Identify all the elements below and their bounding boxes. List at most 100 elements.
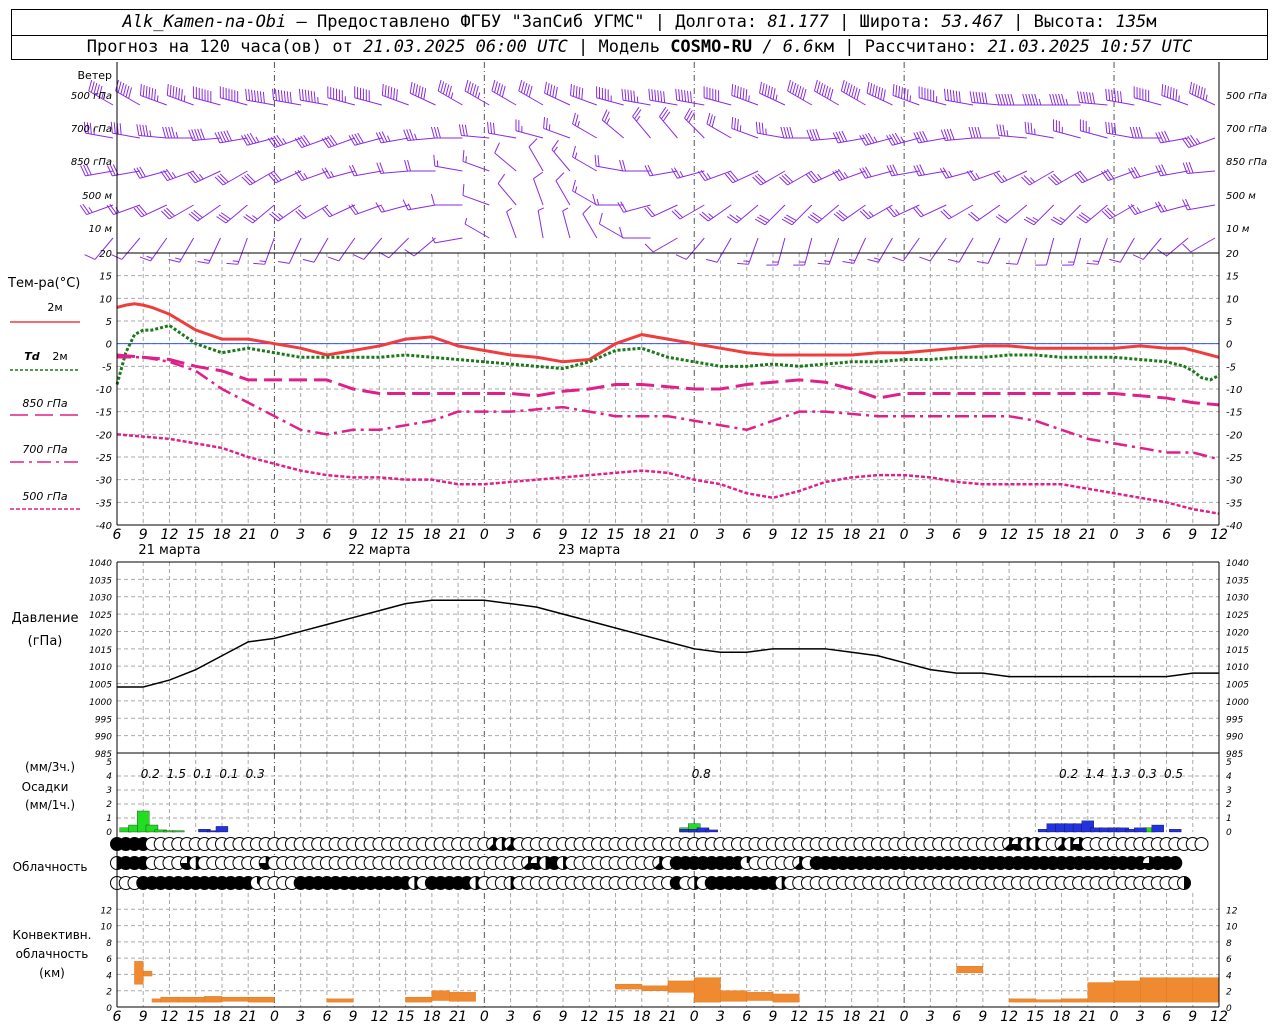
precip-bars [119, 810, 1182, 833]
wind-barb [1106, 132, 1135, 139]
wind-barb [760, 170, 786, 186]
precip-total: 0.1 [193, 767, 212, 781]
wind-barb-feather [216, 216, 227, 224]
wind-barb-feather [148, 87, 151, 99]
convective-bar [1192, 977, 1220, 1003]
wind-barb-feather [996, 124, 1000, 136]
wind-barb [572, 156, 598, 172]
wind-barb [112, 132, 140, 139]
wind-barb-feather [381, 84, 384, 96]
wind-barb-feather [675, 254, 687, 260]
wind-barb-feather [786, 214, 797, 221]
wind-barb-feather [574, 114, 579, 126]
wind-barb-feather [869, 83, 873, 95]
wind-barb [570, 94, 597, 106]
wind-barb [354, 170, 382, 177]
conv-x-tick: 0 [900, 1009, 909, 1024]
wind-barb-feather [128, 87, 133, 99]
pres-y-tick-right: 1010 [1226, 663, 1249, 673]
wind-barb-half-feather [232, 260, 239, 262]
precip-units-1h: (мм/1ч.) [25, 798, 75, 812]
wind-barb-feather [462, 150, 465, 162]
lon-value: 81.177 [767, 12, 829, 32]
wind-barb-feather [1086, 262, 1098, 265]
lon-label: Долгота: [675, 12, 758, 32]
wind-barb-feather [276, 134, 284, 145]
convective-bar [746, 992, 774, 1001]
temp-x-tick: 15 [1026, 527, 1044, 543]
wind-barb-feather [1182, 199, 1188, 211]
wind-barb-feather [274, 89, 278, 101]
wind-barb-feather [348, 135, 356, 146]
convective-bar [134, 961, 144, 985]
wind-barb-feather [145, 125, 149, 137]
wind-barb-feather [406, 129, 412, 141]
wind-barb [121, 237, 141, 260]
wind-barb-feather [829, 88, 834, 101]
conv-x-tick: 15 [187, 1009, 205, 1024]
conv-x-tick: 3 [716, 1009, 725, 1024]
wind-barb-feather [1129, 126, 1134, 139]
wind-barb [1160, 204, 1189, 213]
wind-barb-feather [856, 88, 861, 101]
header-box: Alk_Kamen-na-Obi — Предоставлено ФГБУ "З… [11, 9, 1268, 60]
wind-barb-feather [200, 128, 206, 140]
wind-barb [264, 237, 275, 265]
wind-barb [919, 97, 947, 106]
pres-y-tick-left: 1030 [89, 594, 112, 604]
wind-barb-feather [867, 258, 879, 263]
temp-x-tick: 18 [423, 527, 441, 543]
wind-barb [551, 149, 571, 172]
wind-barb-half-feather [175, 257, 182, 261]
wind-barb [764, 204, 786, 226]
wind-barb-feather [1005, 262, 1018, 265]
temp-x-tick: 3 [1136, 527, 1145, 543]
wind-barb-feather [501, 85, 506, 98]
wind-barb-feather [458, 124, 462, 136]
wind-barb [544, 92, 571, 106]
wind-barb-feather [440, 81, 445, 93]
wind-barb-feather [617, 202, 624, 213]
precip-bar [1151, 824, 1164, 833]
wind-barb-feather [993, 173, 1002, 184]
wind-barb-feather [711, 115, 716, 128]
wind-barb-half-feather [1136, 207, 1141, 213]
wind-barb-feather [109, 203, 117, 214]
wind-barb-feather [892, 256, 904, 262]
temp-x-tick: 0 [480, 527, 489, 543]
wind-barb-feather [280, 90, 283, 102]
wind-barb-feather [327, 256, 340, 262]
wind-barb-feather [1024, 121, 1027, 134]
wind-barb-feather [922, 130, 928, 142]
wind-barb-half-feather [748, 95, 750, 102]
wind-barb-feather [300, 135, 308, 146]
wind-barb-feather [1138, 126, 1143, 139]
wind-barb [197, 204, 221, 222]
wind-barb-feather [598, 212, 603, 225]
wind-barb-feather [270, 136, 279, 147]
wind-barb-feather [1025, 216, 1037, 224]
wind-barb-feather [789, 126, 794, 139]
wind-barb-feather [769, 86, 773, 99]
precip-total: 1.3 [1112, 767, 1131, 781]
wind-barb [491, 90, 517, 106]
convective-bar [151, 998, 161, 1003]
wind-barb [85, 132, 114, 139]
wind-barb-feather [122, 84, 127, 96]
temp-series-1 [115, 323, 1220, 385]
wind-barb-feather [866, 81, 870, 94]
pres-y-tick-right: 995 [1226, 715, 1243, 725]
wind-barb-feather [117, 81, 122, 93]
wind-barb-feather [1157, 201, 1165, 212]
wind-barb-feather [836, 211, 846, 220]
wind-barb [748, 237, 759, 265]
wind-barb-feather [806, 129, 812, 141]
wind-barb-feather [1053, 173, 1062, 183]
wind-barb [237, 237, 248, 265]
wind-barb [1026, 132, 1054, 139]
wind-barb-feather [673, 167, 681, 178]
temp-series-4 [116, 433, 1220, 515]
precip-total: 0.3 [246, 767, 265, 781]
wind-barb [987, 237, 1001, 264]
pres-y-tick-left: 1040 [89, 559, 112, 569]
